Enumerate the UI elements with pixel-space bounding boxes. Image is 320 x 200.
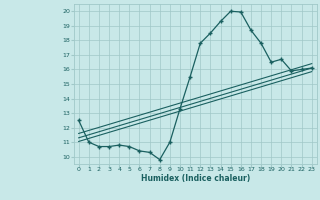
X-axis label: Humidex (Indice chaleur): Humidex (Indice chaleur) — [140, 174, 250, 183]
